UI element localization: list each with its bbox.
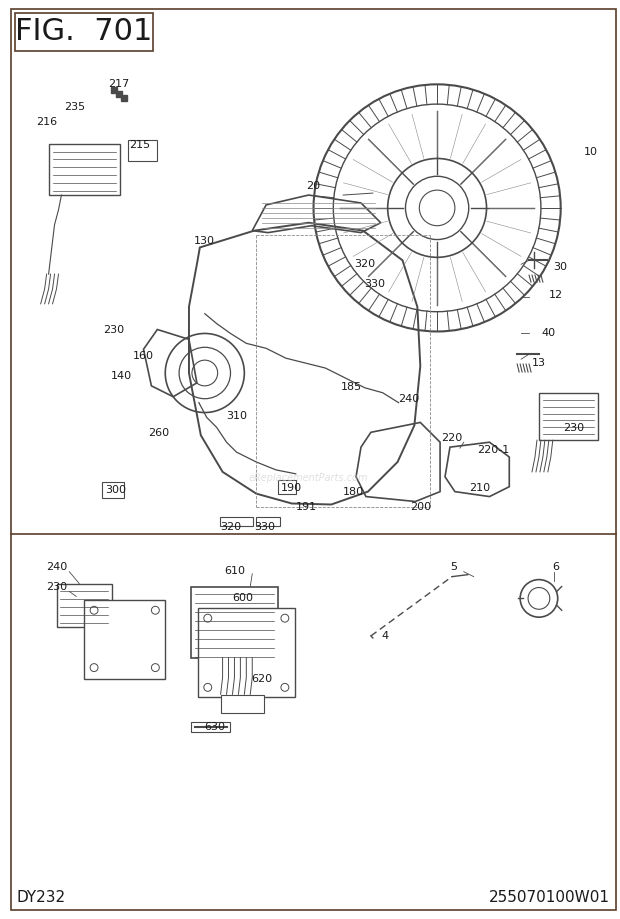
Text: 620: 620 [252, 675, 273, 685]
Text: 4: 4 [381, 631, 388, 641]
Text: 200: 200 [410, 503, 431, 513]
Text: 6: 6 [552, 562, 559, 572]
Bar [256, 517, 280, 527]
Bar [84, 600, 166, 679]
Bar [102, 482, 124, 497]
Text: 320: 320 [220, 522, 241, 532]
Text: 255070100W01: 255070100W01 [489, 890, 610, 905]
Text: 240: 240 [398, 393, 419, 403]
Text: 220: 220 [441, 433, 463, 443]
Text: 310: 310 [226, 412, 247, 422]
Text: 230: 230 [46, 582, 67, 592]
Text: 220-1: 220-1 [477, 445, 510, 455]
Text: 130: 130 [194, 235, 215, 245]
Bar [219, 517, 253, 527]
Bar [191, 586, 278, 658]
Text: 160: 160 [133, 351, 154, 361]
Text: 190: 190 [281, 482, 303, 493]
Text: 630: 630 [204, 722, 225, 732]
Text: 215: 215 [129, 140, 150, 150]
Bar [278, 480, 296, 494]
Bar [48, 143, 120, 195]
Text: 610: 610 [224, 566, 245, 575]
Bar [198, 608, 294, 698]
Bar [539, 392, 598, 440]
Text: DY232: DY232 [17, 890, 66, 905]
Text: 30: 30 [554, 262, 568, 272]
Bar [221, 696, 264, 713]
Text: 330: 330 [365, 279, 386, 289]
Text: 217: 217 [108, 79, 130, 89]
Text: 191: 191 [296, 503, 317, 513]
Text: 320: 320 [355, 259, 376, 269]
Bar [128, 140, 157, 162]
Text: 13: 13 [532, 358, 546, 369]
Text: 10: 10 [583, 146, 597, 156]
Text: 230: 230 [104, 324, 125, 335]
Text: eReplacementParts.com: eReplacementParts.com [249, 472, 368, 482]
Text: 600: 600 [232, 594, 253, 604]
Text: 12: 12 [549, 289, 563, 300]
Text: 20: 20 [306, 181, 321, 191]
Text: 140: 140 [111, 371, 132, 381]
Text: 235: 235 [64, 102, 85, 112]
Text: 5: 5 [450, 562, 458, 572]
Text: 210: 210 [469, 482, 490, 493]
Text: 216: 216 [36, 117, 57, 127]
Text: 300: 300 [105, 484, 126, 494]
Text: 260: 260 [148, 428, 169, 438]
Bar [56, 584, 112, 627]
Text: 180: 180 [342, 487, 364, 496]
Bar [191, 722, 231, 732]
Text: FIG.  701: FIG. 701 [16, 17, 153, 47]
Text: 240: 240 [46, 562, 67, 572]
Text: 330: 330 [255, 522, 276, 532]
Text: 230: 230 [563, 424, 584, 434]
Text: 185: 185 [340, 381, 361, 391]
Bar [15, 13, 153, 51]
Text: 40: 40 [542, 328, 556, 338]
